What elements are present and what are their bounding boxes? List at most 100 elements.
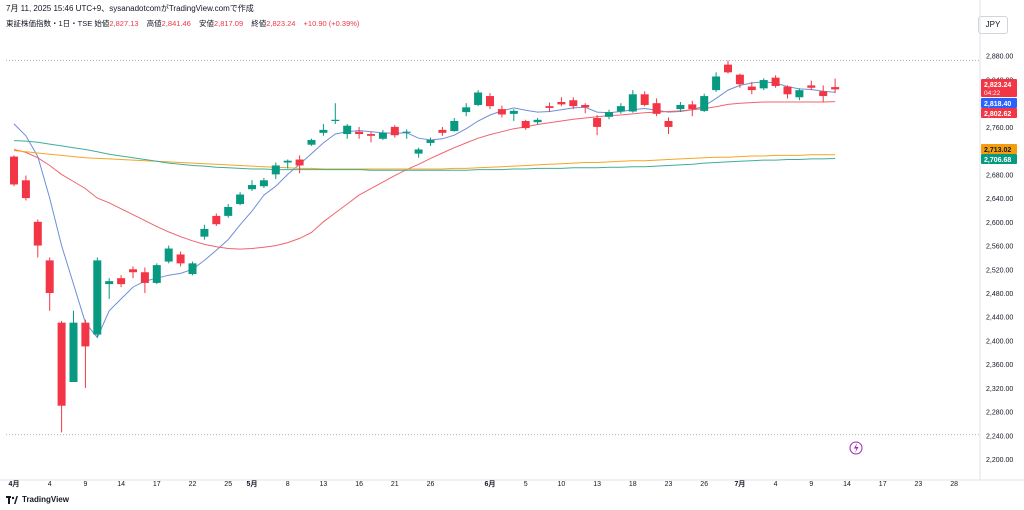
x-tick-label: 4月 — [9, 480, 20, 488]
candle-body — [378, 132, 387, 139]
candle-body — [331, 119, 340, 121]
y-tick-label: 2,200.00 — [986, 457, 1013, 464]
candle-body — [831, 87, 840, 90]
candle-body — [21, 180, 30, 199]
x-tick-label: 18 — [629, 481, 637, 488]
candle-body — [117, 278, 126, 285]
candle-body — [45, 260, 54, 294]
open-value: 2,827.13 — [109, 19, 139, 28]
candle-body — [652, 103, 661, 114]
x-tick-label: 14 — [117, 481, 125, 488]
x-tick-label: 4 — [774, 481, 778, 488]
candle-body — [795, 90, 804, 98]
y-tick-label: 2,440.00 — [986, 315, 1013, 322]
candle-body — [545, 106, 554, 108]
candle-body — [10, 156, 18, 185]
lightning-icon[interactable] — [849, 441, 863, 455]
candle-body — [93, 260, 102, 335]
candle-body — [450, 120, 459, 132]
ma-long1-tag-label: 2,713.02 — [984, 147, 1011, 154]
candle-body — [367, 134, 375, 136]
ma_long2-line — [13, 140, 836, 171]
ma-short-tag-label: 2,818.40 — [984, 101, 1011, 108]
candle-body — [176, 254, 185, 264]
candle-body — [200, 228, 209, 237]
candle-body — [688, 104, 697, 110]
x-tick-label: 4 — [48, 481, 52, 488]
candle-body — [462, 107, 471, 113]
y-tick-label: 2,320.00 — [986, 386, 1013, 393]
candle-body — [747, 86, 756, 91]
chart-credit-line: 7月 11, 2025 15:46 UTC+9、sysanadotcomがTra… — [6, 4, 254, 13]
candle-body — [759, 80, 768, 89]
close-label: 終値 — [251, 19, 267, 28]
y-tick-label: 2,360.00 — [986, 362, 1013, 369]
tradingview-logo[interactable]: TradingView — [6, 495, 69, 504]
ohlc-legend: 東証株価指数・1日・TSE 始値2,827.13 高値2,841.46 安値2,… — [6, 18, 365, 29]
candle-body — [616, 106, 625, 112]
last-price-tag — [981, 79, 1017, 97]
last-price-tag-label: 2,823.24 — [984, 82, 1011, 89]
candle-body — [224, 206, 233, 216]
candle-body — [248, 185, 256, 190]
candle-body — [771, 77, 780, 86]
x-tick-label: 10 — [558, 481, 566, 488]
x-tick-label: 14 — [843, 481, 851, 488]
x-tick-label: 16 — [355, 481, 363, 488]
candle-body — [426, 139, 435, 143]
candle-body — [283, 160, 292, 163]
candle-body — [664, 120, 673, 127]
candle-body — [593, 118, 602, 127]
candle-body — [676, 104, 685, 110]
ma-long2-tag — [981, 154, 1017, 164]
y-tick-label: 2,520.00 — [986, 267, 1013, 274]
y-tick-label: 2,480.00 — [986, 291, 1013, 298]
ma_short-line — [13, 81, 836, 339]
candle-body — [57, 322, 66, 406]
candle-body — [533, 119, 542, 123]
lightning-bolt — [854, 443, 859, 453]
candle-body — [307, 139, 316, 145]
x-tick-label: 26 — [700, 481, 708, 488]
candle-body — [438, 129, 447, 133]
candle-body — [819, 91, 828, 97]
x-tick-label: 7月 — [734, 480, 745, 488]
low-label: 安値 — [198, 19, 214, 28]
x-tick-label: 21 — [391, 481, 399, 488]
y-tick-label: 2,280.00 — [986, 410, 1013, 417]
x-tick-label: 9 — [83, 481, 87, 488]
x-tick-label: 9 — [809, 481, 813, 488]
x-tick-label: 25 — [224, 481, 232, 488]
candle-body — [474, 92, 483, 105]
ma_mid-line — [13, 101, 836, 250]
currency-button[interactable]: JPY — [978, 16, 1008, 34]
x-tick-label: 23 — [665, 481, 673, 488]
candle-body — [486, 96, 494, 107]
candle-body — [355, 131, 364, 135]
x-tick-label: 8 — [286, 481, 290, 488]
candle-body — [105, 281, 114, 285]
candle-body — [569, 100, 578, 107]
candle-body — [581, 104, 590, 108]
change-value: +10.90 (+0.39%) — [303, 19, 360, 28]
candle-body — [81, 322, 90, 347]
candle-body — [735, 74, 744, 85]
candle-body — [129, 269, 137, 273]
ma-long1-tag — [981, 144, 1017, 154]
candle-body — [724, 64, 732, 73]
ma-long2-tag-label: 2,706.68 — [984, 157, 1011, 164]
x-tick-label: 13 — [320, 481, 328, 488]
open-label: 始値 — [94, 19, 110, 28]
candle-body — [188, 263, 197, 275]
ma-short-tag — [981, 98, 1017, 108]
y-tick-label: 2,880.00 — [986, 54, 1013, 61]
tradingview-logo-icon — [6, 495, 18, 504]
candle-body — [69, 322, 78, 382]
high-label: 高値 — [146, 19, 162, 28]
candle-body — [605, 112, 613, 117]
low-value: 2,817.09 — [213, 19, 244, 28]
symbol-label: 東証株価指数・1日・TSE — [6, 19, 93, 28]
candle-body — [700, 96, 709, 111]
y-tick-label: 2,400.00 — [986, 338, 1013, 345]
